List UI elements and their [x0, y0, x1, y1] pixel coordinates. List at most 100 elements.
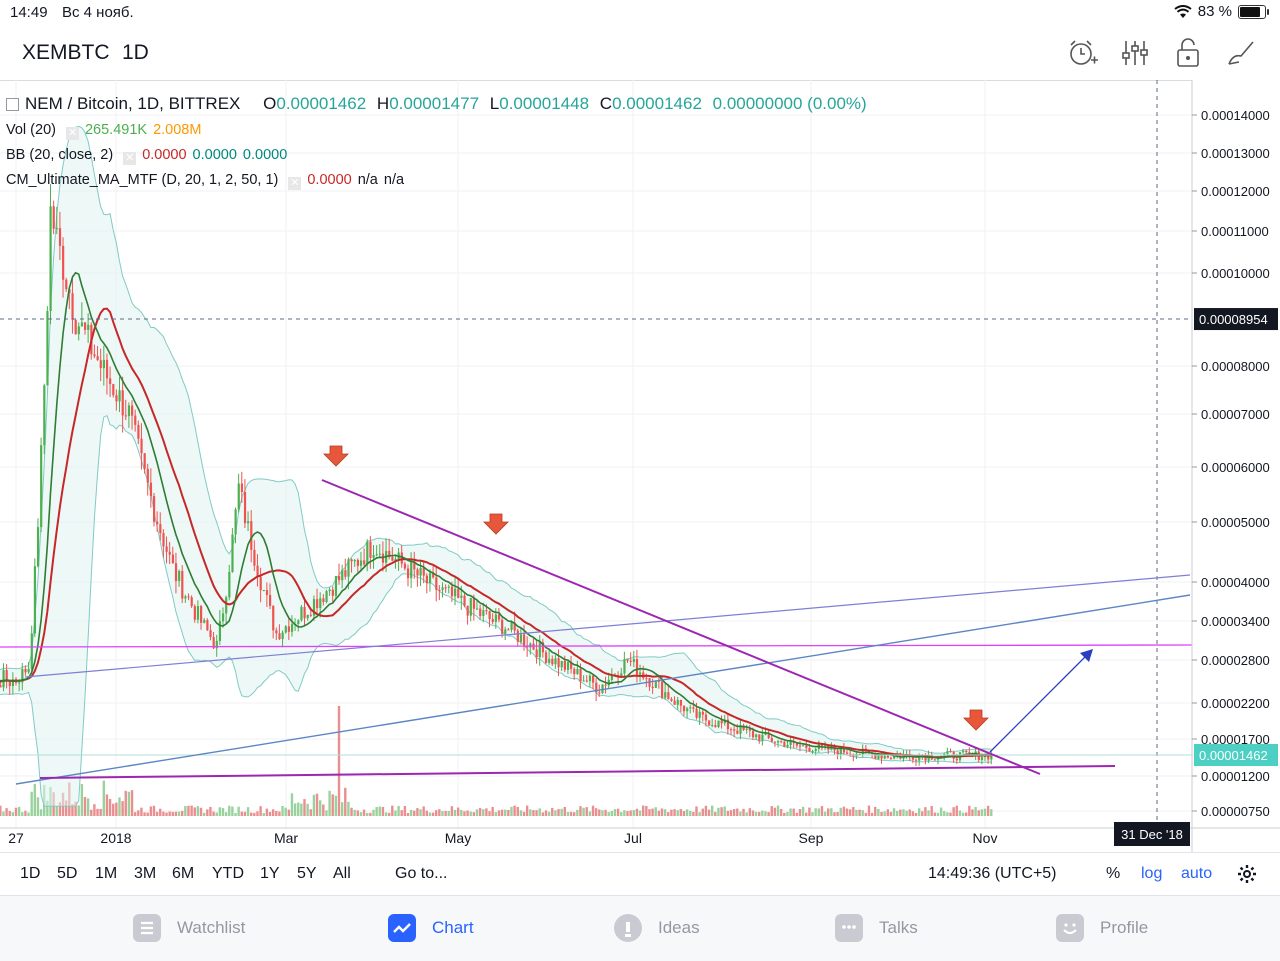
range-6m[interactable]: 6M [172, 865, 195, 882]
candle-body [664, 692, 667, 698]
volume-bar [359, 812, 363, 816]
volume-bar [761, 810, 764, 816]
alarm-plus-icon[interactable] [1064, 36, 1100, 70]
volume-bar [337, 706, 341, 816]
candle-body [137, 424, 140, 439]
volume-bar [215, 812, 218, 816]
candle-body [118, 390, 121, 402]
close-icon[interactable]: ✕ [288, 177, 302, 190]
volume-bar [290, 793, 294, 816]
tab-watchlist[interactable]: Watchlist [133, 914, 245, 942]
price-tick-label: 0.00008000 [1201, 359, 1270, 374]
close-icon[interactable]: ✕ [65, 127, 79, 140]
volume-bar [168, 811, 171, 816]
volume-bar [613, 809, 617, 816]
volume-bar [958, 810, 962, 816]
tab-ideas[interactable]: Ideas [614, 914, 700, 942]
candle-body [595, 682, 598, 693]
candle-body [570, 662, 573, 669]
candle-body [356, 559, 360, 566]
candle-body [836, 750, 839, 755]
volume-bar [224, 812, 228, 816]
volume-bar [83, 797, 87, 816]
volume-bar [46, 800, 49, 816]
candle-body [654, 680, 657, 688]
chart-header: XEMBTC 1D [0, 26, 1280, 81]
volume-bar [275, 810, 278, 816]
volume-bar [704, 805, 708, 816]
candle-body [582, 680, 585, 682]
goto-button[interactable]: Go to... [395, 865, 448, 882]
range-3m[interactable]: 3M [134, 865, 157, 882]
candle-body [131, 405, 134, 416]
volume-bar [651, 808, 654, 816]
candle-body [300, 606, 303, 621]
lock-icon[interactable] [1170, 36, 1206, 70]
volume-bar [676, 810, 679, 816]
range-toolbar: 1D 5D 1M 3M 6M YTD 1Y 5Y All Go to... 14… [0, 852, 1280, 895]
indicators-icon[interactable] [1117, 36, 1153, 70]
candle-body [513, 622, 516, 631]
range-all[interactable]: All [333, 865, 351, 882]
volume-bar [842, 806, 846, 816]
tab-chart[interactable]: Chart [388, 914, 474, 942]
tab-profile[interactable]: Profile [1056, 914, 1148, 942]
range-1m[interactable]: 1M [95, 865, 118, 882]
price-chart[interactable]: 0.00014000 0.00013000 0.00012000 0.00011000… [0, 80, 1280, 852]
candle-body [607, 679, 610, 686]
range-ytd[interactable]: YTD [212, 865, 244, 882]
symbol-name[interactable]: XEMBTC [22, 41, 110, 64]
volume-bar [77, 805, 80, 816]
percent-toggle[interactable]: % [1106, 865, 1121, 882]
log-toggle[interactable]: log [1141, 865, 1163, 882]
red-down-arrow-icon [483, 513, 509, 535]
auto-toggle[interactable]: auto [1181, 865, 1213, 882]
range-5y[interactable]: 5Y [297, 865, 317, 882]
candle-body [842, 747, 846, 753]
candle-body [610, 675, 614, 680]
candle-body [112, 384, 115, 396]
clock-timezone[interactable]: 14:49:36 (UTC+5) [928, 865, 1057, 882]
candle-body [184, 596, 187, 599]
volume-bar [115, 802, 118, 816]
range-1y[interactable]: 1Y [260, 865, 280, 882]
candle-body [635, 659, 639, 675]
range-1d[interactable]: 1D [20, 865, 41, 882]
candle-body [287, 626, 291, 632]
tab-profile-label: Profile [1100, 918, 1149, 937]
candle-body [623, 659, 626, 674]
volume-bar [315, 793, 319, 816]
volume-bar [833, 812, 836, 816]
range-5d[interactable]: 5D [57, 865, 78, 882]
drawing-brush-icon[interactable] [1223, 36, 1259, 70]
candle-body [410, 561, 413, 579]
volume-bar [366, 812, 369, 816]
tab-talks[interactable]: Talks [835, 914, 918, 942]
volume-bar [469, 811, 472, 816]
interval-selector[interactable]: 1D [122, 41, 149, 64]
volume-bar [456, 807, 460, 816]
volume-bar [325, 810, 328, 816]
legend-o-label: O [263, 94, 277, 113]
volume-bar [190, 805, 193, 816]
volume-bar [522, 811, 526, 816]
candle-body [516, 630, 519, 642]
collapse-icon[interactable] [6, 98, 19, 111]
volume-bar [17, 806, 21, 816]
status-date: Вс 4 нояб. [62, 4, 134, 21]
volume-bar [202, 812, 206, 816]
support-line [39, 765, 1116, 779]
volume-bar [55, 805, 58, 816]
close-icon[interactable]: ✕ [123, 152, 137, 165]
candle-body [209, 630, 212, 638]
volume-bar [369, 812, 372, 816]
candle-body [519, 634, 523, 642]
settings-gear-icon[interactable] [1237, 864, 1257, 884]
drawings[interactable] [0, 80, 1193, 828]
last-price-label: 0.00001462 [1199, 748, 1268, 763]
candle-body [425, 575, 429, 584]
volume-bar [146, 812, 149, 816]
volume-bar [845, 808, 849, 816]
candle-body [284, 626, 287, 633]
crosshair-price-bg [1194, 308, 1278, 331]
